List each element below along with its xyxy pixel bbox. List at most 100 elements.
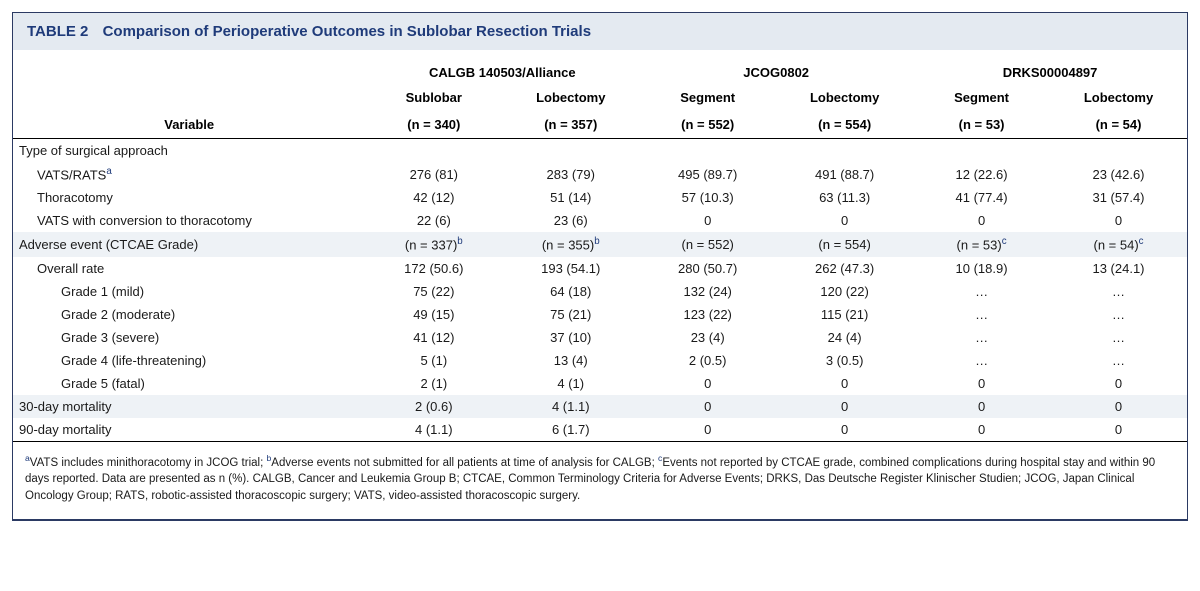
- data-cell: 0: [776, 418, 913, 441]
- table-row: VATS/RATSa276 (81)283 (79)495 (89.7)491 …: [13, 162, 1187, 186]
- table-caption: Comparison of Perioperative Outcomes in …: [103, 23, 591, 40]
- arm-header: Segment: [913, 86, 1050, 111]
- data-cell: 280 (50.7): [639, 257, 776, 280]
- data-cell: 4 (1): [502, 372, 639, 395]
- data-cell: 0: [913, 418, 1050, 441]
- data-cell: 0: [1050, 372, 1187, 395]
- data-cell: [913, 139, 1050, 163]
- data-cell: 63 (11.3): [776, 186, 913, 209]
- table-row: Type of surgical approach: [13, 139, 1187, 163]
- data-cell: 262 (47.3): [776, 257, 913, 280]
- data-cell: …: [1050, 349, 1187, 372]
- arm-header: Segment: [639, 86, 776, 111]
- data-cell: 2 (1): [365, 372, 502, 395]
- table-row: Grade 2 (moderate)49 (15)75 (21)123 (22)…: [13, 303, 1187, 326]
- row-label: Grade 1 (mild): [13, 280, 365, 303]
- data-cell: (n = 54)c: [1050, 232, 1187, 256]
- data-cell: …: [913, 303, 1050, 326]
- data-cell: 491 (88.7): [776, 162, 913, 186]
- data-cell: 276 (81): [365, 162, 502, 186]
- row-label: Grade 3 (severe): [13, 326, 365, 349]
- data-cell: 5 (1): [365, 349, 502, 372]
- table-head: CALGB 140503/Alliance JCOG0802 DRKS00004…: [13, 51, 1187, 139]
- arm-n: (n = 357): [502, 111, 639, 139]
- data-cell: 22 (6): [365, 209, 502, 232]
- data-cell: 2 (0.6): [365, 395, 502, 418]
- arm-n: (n = 340): [365, 111, 502, 139]
- table-row: 30-day mortality2 (0.6)4 (1.1)0000: [13, 395, 1187, 418]
- data-cell: 0: [639, 395, 776, 418]
- table-row: Grade 3 (severe)41 (12)37 (10)23 (4)24 (…: [13, 326, 1187, 349]
- data-cell: 13 (4): [502, 349, 639, 372]
- data-cell: …: [1050, 326, 1187, 349]
- row-label: VATS/RATSa: [13, 162, 365, 186]
- data-cell: 49 (15): [365, 303, 502, 326]
- data-cell: (n = 53)c: [913, 232, 1050, 256]
- header-trials-row: CALGB 140503/Alliance JCOG0802 DRKS00004…: [13, 51, 1187, 86]
- data-cell: 23 (4): [639, 326, 776, 349]
- table-number: TABLE 2: [27, 23, 88, 40]
- data-cell: …: [1050, 303, 1187, 326]
- data-cell: (n = 337)b: [365, 232, 502, 256]
- data-cell: 64 (18): [502, 280, 639, 303]
- row-label: Grade 4 (life-threatening): [13, 349, 365, 372]
- trial-header: CALGB 140503/Alliance: [365, 51, 639, 86]
- data-cell: [502, 139, 639, 163]
- data-cell: 283 (79): [502, 162, 639, 186]
- data-cell: 51 (14): [502, 186, 639, 209]
- data-cell: …: [913, 280, 1050, 303]
- data-cell: 0: [1050, 418, 1187, 441]
- data-cell: 132 (24): [639, 280, 776, 303]
- data-cell: 4 (1.1): [502, 395, 639, 418]
- arm-n: (n = 54): [1050, 111, 1187, 139]
- table-row: VATS with conversion to thoracotomy22 (6…: [13, 209, 1187, 232]
- trial-header: JCOG0802: [639, 51, 913, 86]
- arm-n: (n = 554): [776, 111, 913, 139]
- data-cell: 6 (1.7): [502, 418, 639, 441]
- table-footnotes: aVATS includes minithoracotomy in JCOG t…: [13, 441, 1187, 520]
- data-cell: …: [1050, 280, 1187, 303]
- data-cell: 0: [776, 372, 913, 395]
- footnote-marker: a: [106, 166, 111, 177]
- data-cell: 0: [1050, 395, 1187, 418]
- data-cell: 37 (10): [502, 326, 639, 349]
- data-cell: 31 (57.4): [1050, 186, 1187, 209]
- data-cell: 0: [639, 372, 776, 395]
- data-cell: 0: [776, 209, 913, 232]
- data-cell: 0: [639, 209, 776, 232]
- table-row: Adverse event (CTCAE Grade)(n = 337)b(n …: [13, 232, 1187, 256]
- table-body: Type of surgical approachVATS/RATSa276 (…: [13, 139, 1187, 441]
- row-label: Adverse event (CTCAE Grade): [13, 232, 365, 256]
- data-cell: [365, 139, 502, 163]
- data-cell: (n = 355)b: [502, 232, 639, 256]
- data-cell: 42 (12): [365, 186, 502, 209]
- data-cell: 0: [913, 209, 1050, 232]
- table-title: TABLE 2 Comparison of Perioperative Outc…: [13, 13, 1187, 51]
- arm-n: (n = 53): [913, 111, 1050, 139]
- data-cell: …: [913, 326, 1050, 349]
- table-row: Grade 4 (life-threatening)5 (1)13 (4)2 (…: [13, 349, 1187, 372]
- data-cell: 120 (22): [776, 280, 913, 303]
- arm-header: Sublobar: [365, 86, 502, 111]
- row-label: Grade 5 (fatal): [13, 372, 365, 395]
- data-cell: 495 (89.7): [639, 162, 776, 186]
- data-cell: 41 (77.4): [913, 186, 1050, 209]
- arm-header: Lobectomy: [502, 86, 639, 111]
- data-cell: [776, 139, 913, 163]
- data-cell: 24 (4): [776, 326, 913, 349]
- data-cell: 23 (42.6): [1050, 162, 1187, 186]
- header-arms-row: Sublobar Lobectomy Segment Lobectomy Seg…: [13, 86, 1187, 111]
- row-label: Thoracotomy: [13, 186, 365, 209]
- data-cell: 193 (54.1): [502, 257, 639, 280]
- row-label: Type of surgical approach: [13, 139, 365, 163]
- data-cell: 0: [776, 395, 913, 418]
- data-cell: [639, 139, 776, 163]
- data-cell: 0: [913, 372, 1050, 395]
- row-label: Overall rate: [13, 257, 365, 280]
- table-row: Overall rate172 (50.6)193 (54.1)280 (50.…: [13, 257, 1187, 280]
- data-cell: 3 (0.5): [776, 349, 913, 372]
- data-cell: (n = 552): [639, 232, 776, 256]
- data-cell: 12 (22.6): [913, 162, 1050, 186]
- data-cell: 0: [639, 418, 776, 441]
- outcomes-table: CALGB 140503/Alliance JCOG0802 DRKS00004…: [13, 51, 1187, 441]
